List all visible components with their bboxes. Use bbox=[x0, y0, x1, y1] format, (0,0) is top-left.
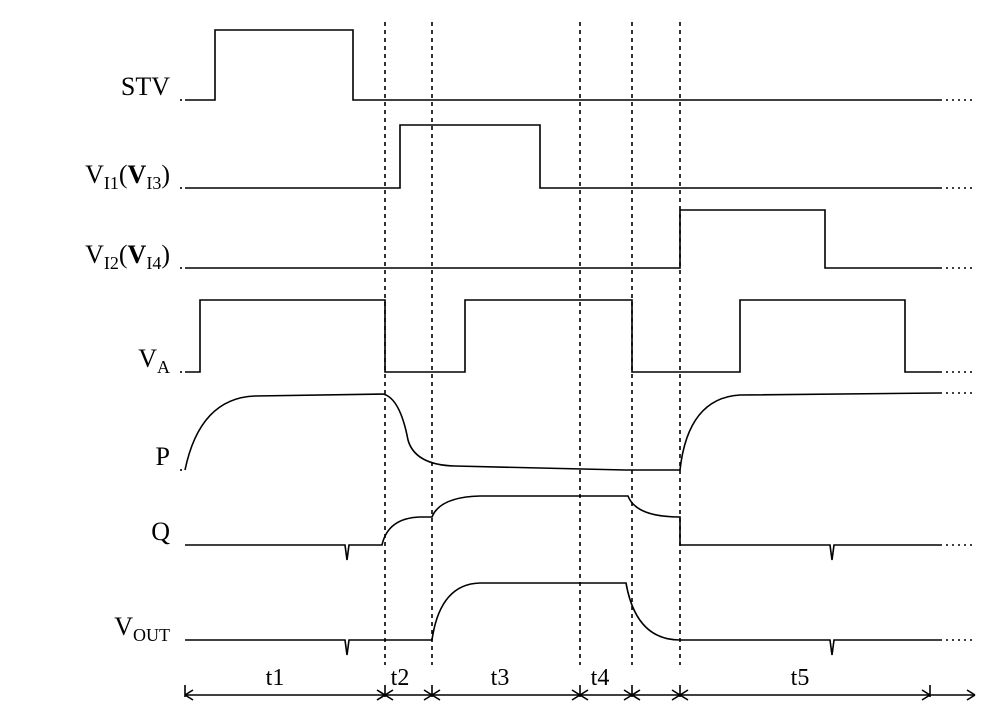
signal-label-Q: Q bbox=[0, 517, 170, 547]
timing-diagram: STV VI1(VI3) VI2(VI4) VA P Q VOUT t1 t2 t3 t4 t5 bbox=[0, 0, 1000, 726]
time-label-t3: t3 bbox=[480, 665, 520, 692]
signal-label-STV: STV bbox=[0, 72, 170, 102]
signal-label-VI2: VI2(VI4) bbox=[0, 240, 170, 274]
time-label-t5: t5 bbox=[780, 665, 820, 692]
time-label-t2: t2 bbox=[380, 665, 420, 692]
signal-label-P: P bbox=[0, 442, 170, 472]
time-label-t1: t1 bbox=[255, 665, 295, 692]
signal-label-VA: VA bbox=[0, 344, 170, 378]
signal-label-VOUT: VOUT bbox=[0, 612, 170, 646]
time-label-t4: t4 bbox=[580, 665, 620, 692]
signal-label-VI1: VI1(VI3) bbox=[0, 160, 170, 194]
